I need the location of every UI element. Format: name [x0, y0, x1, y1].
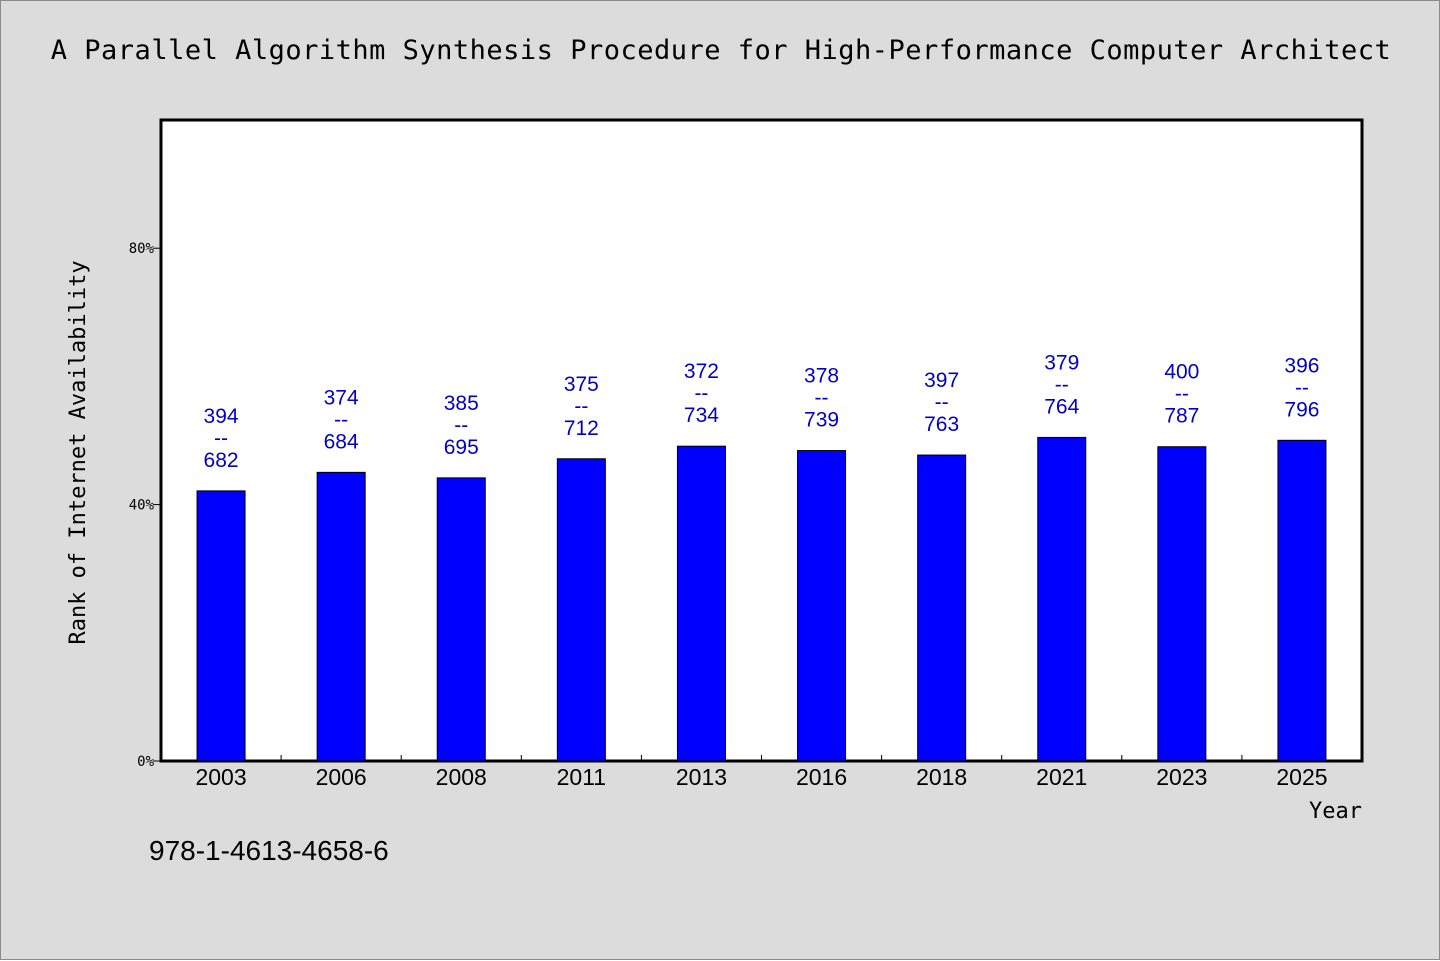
y-tick-label: 80%: [129, 241, 155, 257]
data-label: --: [694, 382, 708, 405]
bar: [1277, 439, 1327, 762]
x-tick-label: 2023: [1156, 764, 1207, 790]
x-axis-title: Year: [1309, 799, 1362, 824]
data-label: --: [1055, 373, 1069, 396]
bar: [1157, 446, 1207, 762]
data-label: --: [815, 387, 829, 410]
bar: [556, 458, 606, 762]
bar: [196, 490, 246, 762]
y-axis-title: Rank of Internet Availability: [66, 260, 91, 644]
bar: [316, 471, 366, 762]
bar: [436, 477, 486, 762]
chart-title: A Parallel Algorithm Synthesis Procedure…: [50, 35, 1392, 66]
data-label: 394: [204, 405, 239, 428]
data-label: 695: [444, 436, 479, 459]
x-tick-label: 2025: [1276, 764, 1327, 790]
data-label: 400: [1164, 361, 1199, 384]
data-label: 374: [324, 386, 359, 409]
y-axis: 0% 40% 80%: [129, 241, 161, 770]
data-label: 764: [1044, 395, 1079, 418]
data-label: 739: [804, 409, 839, 432]
footer-isbn: 978-1-4613-4658-6: [149, 835, 389, 866]
data-label: 763: [924, 413, 959, 436]
x-tick-label: 2011: [557, 764, 606, 790]
data-label: 385: [444, 392, 479, 415]
data-label: 397: [924, 369, 959, 392]
bar-series: [196, 436, 1327, 762]
x-tick-label: 2006: [316, 764, 367, 790]
x-tick-label: 2016: [796, 764, 847, 790]
data-label: 684: [324, 430, 359, 453]
data-label: --: [1295, 376, 1309, 399]
y-tick-label: 40%: [129, 498, 155, 514]
data-label: --: [574, 395, 588, 418]
y-tick-label: 0%: [137, 754, 154, 770]
x-axis: 2003 2006 2008 2011 2013 2016 2018 2021 2023 2025: [195, 755, 1328, 790]
data-labels: 394--682374--684385--695375--712372--734…: [204, 351, 1320, 471]
x-tick-label: 2003: [195, 764, 246, 790]
data-label: --: [454, 414, 468, 437]
x-tick-label: 2018: [916, 764, 967, 790]
data-label: 682: [204, 449, 239, 472]
data-label: 796: [1284, 398, 1319, 421]
data-label: 787: [1164, 405, 1199, 428]
bar: [676, 445, 726, 762]
bar: [797, 450, 847, 762]
data-label: --: [214, 427, 228, 450]
data-label: 379: [1044, 351, 1079, 374]
data-label: 734: [684, 404, 719, 427]
data-label: 372: [684, 360, 719, 383]
data-label: 712: [564, 417, 599, 440]
data-label: --: [334, 408, 348, 431]
bar: [1037, 436, 1087, 762]
x-tick-label: 2013: [676, 764, 727, 790]
data-label: 378: [804, 365, 839, 388]
data-label: --: [935, 391, 949, 414]
x-tick-label: 2021: [1036, 764, 1087, 790]
data-label: 375: [564, 373, 599, 396]
x-tick-label: 2008: [436, 764, 487, 790]
bar: [917, 454, 967, 762]
data-label: --: [1175, 383, 1189, 406]
data-label: 396: [1284, 354, 1319, 377]
